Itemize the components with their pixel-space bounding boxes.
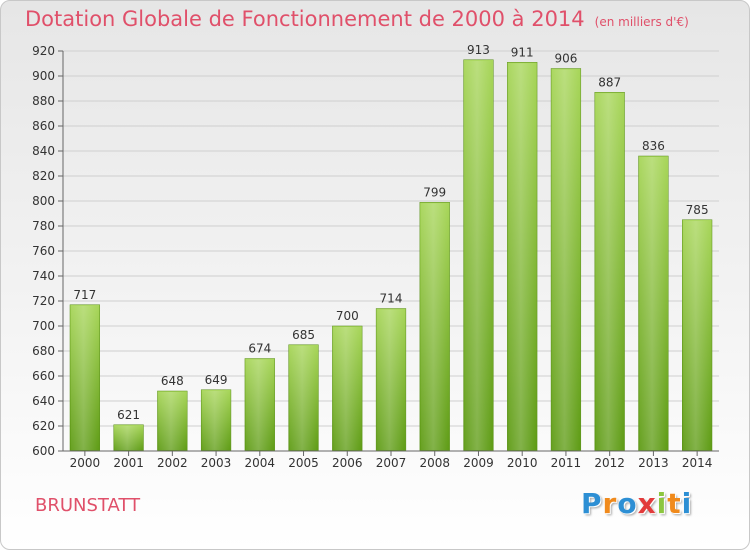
data-label-2012: 887 <box>598 75 621 89</box>
bar-highlight-2003 <box>202 390 230 450</box>
chart-title-block: Dotation Globale de Fonctionnement de 20… <box>25 7 689 31</box>
x-tick-label-2003: 2003 <box>201 456 232 470</box>
data-label-2014: 785 <box>686 203 709 217</box>
data-label-2005: 685 <box>292 328 315 342</box>
data-label-2010: 911 <box>511 45 534 59</box>
y-tick-label: 820 <box>32 169 55 183</box>
data-label-2000: 717 <box>73 288 96 302</box>
y-tick-label: 740 <box>32 269 55 283</box>
logo-letter: o <box>617 487 638 520</box>
bar-highlight-2000 <box>70 305 99 450</box>
data-labels: 717 621 648 649 674 685 700 714 799 913 911 906 887 8… <box>73 43 708 422</box>
bar-highlight-2013 <box>639 157 668 450</box>
data-label-2013: 836 <box>642 139 665 153</box>
x-tick-label-2005: 2005 <box>288 456 319 470</box>
bar-highlight-2011 <box>552 69 580 450</box>
y-tick-label: 700 <box>32 319 55 333</box>
data-label-2004: 674 <box>248 342 271 356</box>
bar-highlight-2001 <box>114 425 143 450</box>
chart-title: Dotation Globale de Fonctionnement de 20… <box>25 7 585 31</box>
y-tick-label: 840 <box>32 144 55 158</box>
x-tick-label-2014: 2014 <box>682 456 713 470</box>
y-tick-label: 880 <box>32 94 55 108</box>
data-label-2007: 714 <box>380 292 403 306</box>
data-label-2006: 700 <box>336 309 359 323</box>
y-tick-label: 760 <box>32 244 55 258</box>
y-tick-label: 600 <box>32 444 55 458</box>
x-tick-label-2011: 2011 <box>551 456 582 470</box>
x-tick-label-2012: 2012 <box>594 456 625 470</box>
bar-highlight-2005 <box>289 345 318 450</box>
data-label-2003: 649 <box>205 373 228 387</box>
x-tick-label-2006: 2006 <box>332 456 363 470</box>
bar-highlight-2008 <box>420 203 449 450</box>
logo-letter: i <box>681 487 693 520</box>
y-tick-label: 900 <box>32 69 55 83</box>
y-tick-label: 920 <box>32 44 55 58</box>
logo-letter: x <box>637 487 657 520</box>
x-tick-label-2009: 2009 <box>463 456 494 470</box>
bar-highlight-2004 <box>245 359 274 450</box>
bar-highlight-2002 <box>158 392 187 450</box>
bar-highlight-2007 <box>377 309 405 450</box>
logo-letter: r <box>602 487 618 520</box>
x-tick-label-2002: 2002 <box>157 456 188 470</box>
x-tick-label-2008: 2008 <box>419 456 450 470</box>
x-tick-label-2010: 2010 <box>507 456 538 470</box>
bar-highlight-2014 <box>683 220 712 450</box>
data-label-2008: 799 <box>423 185 446 199</box>
y-tick-label: 620 <box>32 419 55 433</box>
y-tick-label: 680 <box>32 344 55 358</box>
commune-name: BRUNSTATT <box>35 495 141 516</box>
x-tick-label-2004: 2004 <box>245 456 276 470</box>
data-label-2009: 913 <box>467 43 490 57</box>
x-tick-label-2001: 2001 <box>113 456 144 470</box>
logo-letter: i <box>656 487 668 520</box>
y-tick-label: 780 <box>32 219 55 233</box>
y-tick-label: 800 <box>32 194 55 208</box>
bar-highlight-2010 <box>508 63 537 450</box>
logo-letter: t <box>667 487 682 520</box>
x-tick-label-2013: 2013 <box>638 456 669 470</box>
x-tick-label-2007: 2007 <box>376 456 407 470</box>
bars <box>69 59 713 452</box>
bar-highlight-2009 <box>464 60 493 450</box>
y-tick-label: 660 <box>32 369 55 383</box>
y-tick-label: 640 <box>32 394 55 408</box>
bar-highlight-2012 <box>595 93 624 450</box>
y-tick-label: 720 <box>32 294 55 308</box>
axes: 600 620 640 660 680 700 720 740 760 780 800 820 840 8… <box>32 44 719 470</box>
y-tick-label: 860 <box>32 119 55 133</box>
chart-unit-label: (en milliers d'€) <box>594 15 689 29</box>
bar-highlight-2006 <box>333 327 362 450</box>
data-label-2011: 906 <box>554 52 577 66</box>
logo-letter: P <box>581 487 603 520</box>
data-label-2002: 648 <box>161 374 184 388</box>
data-label-2001: 621 <box>117 408 140 422</box>
x-tick-label-2000: 2000 <box>70 456 101 470</box>
proxiti-logo: Proxiti <box>581 487 692 520</box>
